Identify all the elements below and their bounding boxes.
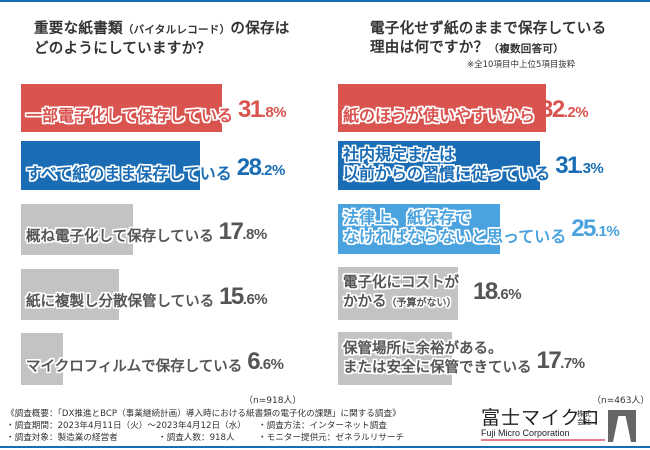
left-title-line2: どのようにしていますか？ <box>34 41 212 57</box>
percent-value: 18.6% <box>473 278 522 307</box>
pct-int: 32 <box>540 96 565 123</box>
logo-en: Fuji Micro Corporation <box>481 428 605 441</box>
label-line2-small: （予算がない） <box>386 298 457 309</box>
survey-period: ・調査期間：2023年4月11日（火）～2023年4月12日（水） <box>6 421 246 431</box>
logo-jp: 富士マイクロ <box>481 407 601 429</box>
pct-dec: .2% <box>260 162 285 179</box>
right-bar-2 <box>338 141 540 190</box>
survey-target: ・調査対象：製造業の経営者 <box>6 433 118 443</box>
left-bar-1 <box>21 84 222 132</box>
company-logo: 富士マイクロ 株式会社 Fuji Micro Corporation <box>481 407 605 446</box>
left-label-3: 概ね電子化して保存している 17.8% <box>26 220 267 247</box>
left-bar-2 <box>21 141 200 190</box>
percent-value: 25.1% <box>571 215 620 244</box>
survey-title: 《調査概要：「DX推進とBCP（事業継続計画）導入時における紙書類の電子化の課題… <box>6 409 401 419</box>
right-bar-4 <box>338 267 458 320</box>
label-line1: 保管場所に余裕がある。 <box>343 341 503 357</box>
pct-int: 31 <box>555 152 580 179</box>
logo-kk: 株式会社 <box>577 410 591 426</box>
right-question-title: 電子化せず紙のままで保存している 理由は何ですか？（複数回答可） <box>370 20 606 59</box>
label-line2: かかる <box>343 294 387 310</box>
survey-row-2: ・調査対象：製造業の経営者 ・調査人数：918人 ・モニター提供元：ゼネラルリサーチ <box>6 432 404 444</box>
right-label-4: 電子化にコストが かかる（予算がない） 18.6% <box>343 274 522 313</box>
percent-value: 31.3% <box>555 152 604 181</box>
pct-int: 18 <box>473 278 498 305</box>
right-title-line1: 電子化せず紙のままで保存している <box>370 21 607 37</box>
left-title-part: の保存は <box>230 21 290 37</box>
label-text: 社内規定または 以前からの習慣に従っている <box>343 145 550 183</box>
percent-value: 17.7% <box>536 347 586 376</box>
pct-dec: .6% <box>259 356 284 373</box>
pct-dec: .8% <box>242 226 267 243</box>
left-bar-4 <box>21 269 119 320</box>
label-text: 一部電子化して保存している <box>26 106 234 125</box>
label-text: 紙のほうが使いやすいから <box>343 106 536 125</box>
right-title-small: （複数回答可） <box>488 43 565 55</box>
survey-method: ・調査方法：インターネット調査 <box>258 421 387 431</box>
pct-int: 6 <box>247 348 260 375</box>
label-text: 保管場所に余裕がある。または安全に保管できている <box>343 340 532 378</box>
percent-value: 17.8% <box>218 218 268 247</box>
percent-value: 28.2% <box>236 154 286 183</box>
label-text: マイクロフィルムで保存している <box>26 359 243 375</box>
label-text: 電子化にコストが かかる（予算がない） <box>343 274 459 313</box>
pct-int: 15 <box>219 283 244 310</box>
label-line1: 電子化にコストが <box>343 275 459 291</box>
survey-overview: 《調査概要：「DX推進とBCP（事業継続計画）導入時における紙書類の電子化の課題… <box>6 408 404 444</box>
right-title-line2: 理由は何ですか？ <box>370 40 489 56</box>
bottom-border <box>0 446 650 448</box>
left-label-2: すべて紙のまま保存している 28.2% <box>26 154 286 184</box>
mountain-logo-icon <box>608 410 636 442</box>
left-label-1: 一部電子化して保存している 31.8% <box>26 96 287 126</box>
survey-row-1: ・調査期間：2023年4月11日（火）～2023年4月12日（水） ・調査方法：イ… <box>6 420 404 432</box>
label-text: 法律上、紙保存で なければならないと思っている <box>343 208 566 246</box>
label-line2: または安全に保管できている <box>343 360 532 376</box>
right-label-5: 保管場所に余裕がある。または安全に保管できている 17.7% <box>343 340 585 378</box>
pct-int: 31 <box>238 96 263 123</box>
pct-dec: .8% <box>261 104 287 121</box>
left-question-title: 重要な紙書類（バイタルレコード）の保存は どのようにしていますか？ <box>34 20 290 59</box>
top-border <box>0 0 650 2</box>
survey-provider: ・モニター提供元：ゼネラルリサーチ <box>258 433 405 443</box>
label-text: すべて紙のまま保存している <box>26 164 232 183</box>
right-n-label: （n=463人） <box>592 396 650 406</box>
percent-value: 31.8% <box>238 96 287 125</box>
label-line2: 以前からの習慣に従っている <box>343 164 551 183</box>
left-n-label: （n=918人） <box>244 396 302 406</box>
percent-value: 32.2% <box>540 96 589 125</box>
label-line1: 法律上、紙保存で <box>343 208 472 227</box>
left-label-5: マイクロフィルムで保存している 6.6% <box>26 348 284 377</box>
right-label-2: 社内規定または 以前からの習慣に従っている 31.3% <box>343 145 604 183</box>
pct-dec: .6% <box>242 291 268 308</box>
pct-int: 25 <box>571 215 596 242</box>
label-line2: なければならないと思っている <box>343 227 567 246</box>
left-bar-3 <box>21 204 133 255</box>
pct-dec: .6% <box>496 286 522 303</box>
label-text: 紙に複製し分散保管している <box>26 294 215 310</box>
label-text: 概ね電子化して保存している <box>26 229 214 245</box>
left-label-4: 紙に複製し分散保管している 15.6% <box>26 283 268 312</box>
percent-value: 15.6% <box>219 283 268 312</box>
right-label-3: 法律上、紙保存で なければならないと思っている 25.1% <box>343 208 620 246</box>
right-note: ※全10項目中上位5項目抜粋 <box>467 60 576 70</box>
left-title-small: （バイタルレコード） <box>122 24 231 36</box>
pct-dec: .1% <box>594 223 620 240</box>
pct-int: 17 <box>536 347 562 374</box>
right-bar-3 <box>338 204 500 254</box>
pct-dec: .7% <box>560 355 585 372</box>
pct-dec: .2% <box>563 104 589 121</box>
right-bar-1 <box>338 84 546 132</box>
label-line1: 社内規定または <box>343 145 456 164</box>
right-bar-5 <box>338 332 452 385</box>
percent-value: 6.6% <box>247 348 284 377</box>
pct-int: 28 <box>236 154 262 181</box>
right-label-1: 紙のほうが使いやすいから 32.2% <box>343 96 589 126</box>
left-bar-5 <box>21 333 63 385</box>
pct-dec: .3% <box>578 160 604 177</box>
pct-int: 17 <box>218 218 244 245</box>
left-title-part: 重要な紙書類 <box>34 21 123 37</box>
survey-count: ・調査人数：918人 <box>158 433 235 443</box>
